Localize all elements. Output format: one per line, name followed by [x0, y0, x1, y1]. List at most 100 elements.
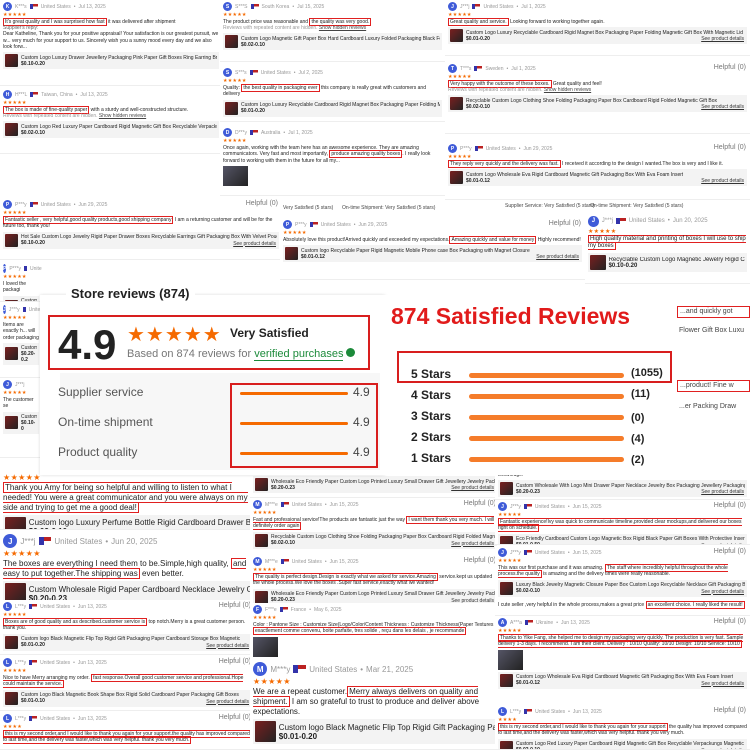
helpful-button[interactable]: Helpful (0)	[712, 144, 747, 151]
helpful-button[interactable]: Helpful (0)	[712, 502, 747, 509]
product-link[interactable]: Custom Logo Luxury Recyclable Cardboard …	[223, 99, 442, 117]
product-link[interactable]: Custom $0.10-0	[3, 411, 39, 434]
review-location: United States	[291, 558, 322, 565]
helpful-button[interactable]: Helpful (0)	[217, 602, 252, 609]
review-location: United States	[534, 549, 565, 556]
sub-rating-bar	[240, 452, 348, 455]
review-card: S S***S South Korea • Jul 15, 2025 ★★★★★ The p…	[220, 0, 445, 62]
product-link[interactable]: Custom Wholesale With Logo Mini Drawer P…	[498, 480, 747, 498]
helpful-button[interactable]: Helpful (0)	[462, 557, 497, 564]
helpful-button[interactable]: Helpful (0)	[462, 500, 497, 507]
product-info: Custom W$0.20-0.2	[21, 345, 37, 363]
avatar: L	[3, 714, 12, 723]
country-flag-icon	[523, 550, 532, 555]
product-link[interactable]: Wholesale Eco Friendly Paper Custom Logo…	[253, 476, 497, 494]
reviewer-meta: J J***y United States • Jun 15, 2025	[498, 502, 747, 511]
review-text: Nice to have Merry arranging my order. f…	[3, 674, 252, 689]
product-link[interactable]: Eco Friendly Cardboard Custom Logo Magne…	[498, 533, 747, 544]
star-row-bar	[469, 373, 624, 378]
see-product-details-link[interactable]: See product details	[206, 698, 249, 705]
see-product-details-link[interactable]: See product details	[233, 240, 276, 247]
product-thumbnail	[500, 673, 513, 687]
product-link[interactable]: Custom Logo Wholesale Eva Rigid Cardboar…	[448, 169, 747, 187]
avatar: L	[498, 707, 507, 716]
see-product-details-link[interactable]: See product details	[536, 254, 579, 261]
review-text-part: top notch.Merry is a great customer pers…	[3, 619, 246, 632]
see-product-details-link[interactable]: See product details	[206, 642, 249, 649]
see-product-details-link[interactable]: See product details	[701, 680, 744, 687]
product-link[interactable]: Custom logo Luxury Perfume Bottle Rigid …	[3, 515, 252, 529]
product-link[interactable]: Recyclable Custom Logo Clothing Shoe Fol…	[448, 95, 747, 113]
see-product-details-link[interactable]: See product details	[701, 36, 744, 43]
helpful-button[interactable]: Helpful (0)	[244, 200, 279, 207]
review-highlight: the best quality in packaging ever	[241, 84, 320, 92]
see-product-details-link[interactable]: See product details	[701, 588, 744, 595]
helpful-button[interactable]: Helpful (0)	[712, 618, 747, 625]
product-link[interactable]: Custom Wholesale Rigid Paper Cardboard N…	[3, 581, 252, 601]
product-price: $0.01-0.12	[301, 253, 325, 260]
hidden-reviews-notice: Reviews with repeated content are hidden…	[3, 113, 219, 119]
star-row-label: 1 Stars	[411, 451, 452, 465]
review-location: United States	[40, 3, 71, 10]
review-photo[interactable]	[223, 165, 248, 186]
product-link[interactable]: Hot Sale Custom Logo Jewelry Rigid Paper…	[3, 231, 279, 249]
reviewer-name: J***y	[510, 549, 521, 556]
star-rating-icon: ★★★★★	[3, 100, 27, 106]
review-date: Jun 29, 2025	[78, 201, 108, 208]
product-link[interactable]: Custom Logo Red Luxury Paper Cardboard R…	[3, 121, 219, 139]
reviewer-meta: M M***e United States • Jun 15, 2025	[253, 557, 497, 566]
review-card: I cute seller ,very helpful in the whole…	[495, 600, 750, 616]
show-hidden-reviews-link[interactable]: Show hidden reviews	[318, 25, 367, 32]
product-link[interactable]: Custom Logo Black Magnetic Book Shape Bo…	[3, 689, 252, 707]
product-link[interactable]: Custom Logo Luxury Drawer Jewellery Pack…	[3, 52, 219, 69]
helpful-button[interactable]: Helpful (0)	[712, 707, 747, 714]
avatar: D	[223, 128, 232, 137]
helpful-button[interactable]: Helpful (0)	[547, 220, 582, 227]
see-product-details-link[interactable]: See product details	[701, 178, 744, 185]
product-link[interactable]: Wholesale Eco Friendly Paper Custom Logo…	[253, 588, 497, 604]
separator: •	[568, 708, 570, 715]
see-product-details-link[interactable]: See product details	[451, 485, 494, 492]
product-link[interactable]: Custom logo Black Magnetic Flip Top Rigi…	[253, 719, 497, 745]
separator: •	[518, 145, 521, 152]
avatar: T	[448, 64, 457, 73]
product-price: $0.20-0.23	[271, 484, 295, 491]
store-reviews-panel: Store reviews (874) 4.9 ★★★★★ Very Satis…	[40, 283, 385, 475]
product-name: Recyclable Custom Logo Clothing Shoe Fol…	[466, 97, 717, 104]
see-product-details-link[interactable]: See product details	[451, 540, 494, 547]
see-product-details-link[interactable]: See product details	[701, 542, 744, 544]
product-link[interactable]: Custom W$0.20-0.2	[3, 342, 39, 365]
country-flag-icon	[474, 66, 483, 71]
separator: •	[293, 69, 296, 76]
country-flag-icon	[309, 222, 318, 227]
product-link[interactable]: Custom Logo Red Luxury Paper Cardboard R…	[498, 738, 747, 749]
product-info: Custom Logo Red Luxury Paper Cardboard R…	[21, 124, 217, 136]
verified-purchases-link[interactable]: verified purchases	[254, 348, 344, 361]
see-product-details-link[interactable]: See product details	[701, 747, 744, 749]
avatar: J	[3, 305, 6, 314]
review-text-part: Color : Pantone Size : Customize Size(Lo…	[253, 622, 494, 628]
product-link[interactable]: Custom logo Black Magnetic Flip Top Rigi…	[3, 633, 252, 651]
see-product-details-link[interactable]: See product details	[451, 597, 494, 604]
show-hidden-reviews-link[interactable]: Show hidden reviews	[543, 87, 592, 94]
product-link[interactable]: Luxury Black Jewelry Magnetic Closure Pa…	[498, 579, 747, 597]
product-link[interactable]: Custom logo Recyclable Paper Rigid Magne…	[283, 245, 582, 263]
helpful-button[interactable]: Helpful (0)	[217, 714, 252, 721]
see-product-details-link[interactable]: See product details	[701, 104, 744, 111]
product-link[interactable]: Recyclable Custom Logo Magnetic Jewelry …	[588, 252, 747, 273]
reviewer-name: P***y	[460, 145, 472, 152]
product-link[interactable]: Custom Logo Luxury Recyclable Cardboard …	[448, 27, 747, 45]
see-product-details-link[interactable]: See product details	[701, 489, 744, 496]
product-link[interactable]: Custom Logo Magnetic Gift Paper Box Hard…	[223, 33, 442, 51]
product-link[interactable]: Custom Logo Wholesale Eva Rigid Cardboar…	[498, 671, 747, 689]
review-text-part: The product price was reasonable and	[223, 19, 310, 25]
helpful-button[interactable]: Helpful (0)	[217, 658, 252, 665]
review-date: Jul 2, 2025	[298, 69, 323, 76]
review-photo[interactable]	[498, 649, 523, 670]
show-hidden-reviews-link[interactable]: Show hidden reviews	[98, 113, 147, 120]
product-link[interactable]: Recyclable Custom Logo Clothing Shoe Fol…	[253, 531, 497, 549]
helpful-button[interactable]: Helpful (0)	[712, 64, 747, 71]
review-photo[interactable]	[253, 636, 278, 657]
product-link[interactable]: Custom Lo$0.01-0.12	[3, 295, 39, 301]
helpful-button[interactable]: Helpful (0)	[712, 548, 747, 555]
